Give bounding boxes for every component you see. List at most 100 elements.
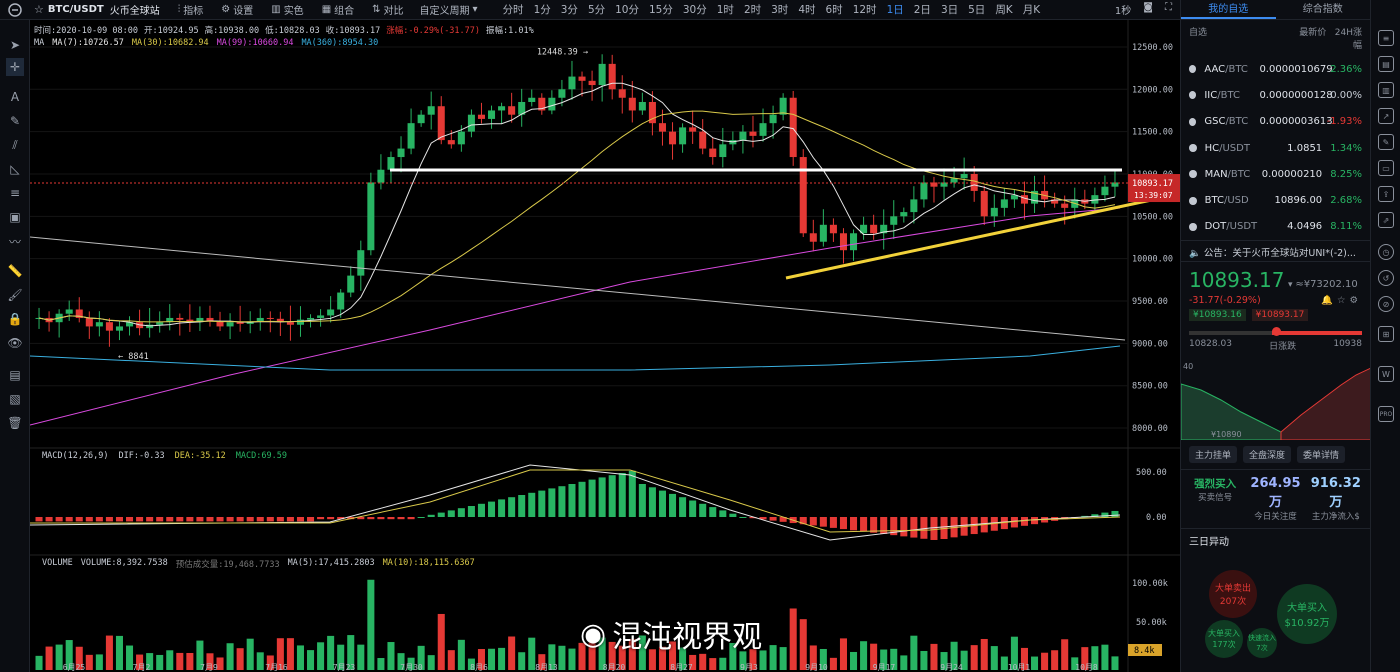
candle-body (518, 101, 526, 115)
list-icon[interactable]: ≡ (1378, 30, 1394, 46)
crosshair-icon[interactable]: ✛ (6, 58, 24, 76)
main-orders-button[interactable]: 主力挂单 (1189, 446, 1238, 464)
x-tick-label: 7月16 (265, 663, 288, 672)
interval-tab[interactable]: 5日 (968, 4, 986, 16)
symbol-title[interactable]: BTC/USDT (47, 4, 104, 15)
interval-tab[interactable]: 3分 (560, 4, 578, 16)
trendline-icon[interactable]: ⫽ (12, 137, 18, 152)
tab-index[interactable]: 综合指数 (1302, 4, 1343, 15)
fibonacci-icon[interactable]: ≡ (9, 186, 21, 200)
watchlist-row[interactable]: GSC/BTC 0.0000003613 -1.93% (1181, 109, 1370, 135)
export-icon[interactable]: ⇪ (1378, 186, 1394, 202)
order-detail-button[interactable]: 委单详情 (1297, 446, 1346, 464)
template-icon[interactable]: ▧ (9, 392, 21, 406)
watchlist-row[interactable]: DOT/USDT 4.0496 8.11% (1181, 214, 1370, 240)
watchlist-row[interactable]: HC/USDT 1.0851 1.34% (1181, 135, 1370, 161)
flow-stats: 强烈买入 买卖信号 264.95万 今日关注度 916.32万 主力净流入$ (1181, 469, 1370, 528)
indicator-button[interactable]: ⫶ 指标 (177, 4, 204, 17)
lock-icon[interactable]: 🔒 (7, 312, 23, 326)
notice-bar[interactable]: 🔈 公告：关于火币全球站对UNI*(-2)... (1181, 240, 1370, 263)
tab-watchlist[interactable]: 我的自选 (1181, 0, 1276, 19)
history-icon[interactable]: ↺ (1378, 270, 1394, 286)
watchlist-row[interactable]: MAN/BTC 0.00000210 8.25% (1181, 161, 1370, 187)
eye-icon[interactable]: 👁 (7, 336, 23, 350)
interval-tab[interactable]: 2时 (743, 4, 762, 16)
volume-bar (819, 648, 827, 670)
candle-body (628, 97, 636, 111)
clock-icon[interactable]: ◷ (1378, 244, 1394, 260)
interval-tab[interactable]: 1时 (716, 4, 734, 16)
custom-period-button[interactable]: 自定义周期 ▾ (419, 4, 478, 17)
alert-icons[interactable]: 🔔☆⚙ (1321, 295, 1362, 307)
coin-icon (1189, 144, 1197, 153)
timer-label[interactable]: 1秒 (1114, 6, 1132, 17)
interval-tab[interactable]: 分时 (502, 4, 524, 16)
wave-icon[interactable]: 〰 (8, 234, 21, 249)
ruler-icon[interactable]: 📏 (7, 264, 23, 278)
interval-tab[interactable]: 30分 (682, 4, 707, 16)
watchlist-row[interactable]: IIC/BTC 0.0000000128 0.00% (1181, 82, 1370, 108)
fast-inflow-bubble[interactable]: 快速流入 7次 (1247, 628, 1277, 659)
bookmark-icon[interactable]: ▤ (9, 368, 21, 382)
layout-button[interactable]: ▦ 组合 (321, 4, 355, 17)
interval-tab[interactable]: 6时 (825, 4, 843, 16)
share-icon[interactable]: ⇗ (1378, 212, 1394, 228)
dropdown-icon[interactable]: ▾ (1287, 280, 1296, 291)
macd-dea: DEA:-35.12 (174, 451, 226, 461)
compass-icon[interactable]: ⊘ (1378, 296, 1394, 312)
coin-name: GSC (1204, 116, 1226, 128)
candle-body (105, 322, 113, 331)
big-sell-bubble[interactable]: 大单卖出 207次 (1209, 570, 1257, 619)
camera-icon[interactable]: ◙ (1143, 2, 1153, 13)
interval-tab[interactable]: 15分 (649, 4, 673, 16)
depth-chart[interactable]: 40 ¥10890 (1180, 360, 1372, 441)
grid-icon[interactable]: ⊞ (1378, 326, 1394, 342)
w-icon[interactable]: W (1378, 366, 1394, 382)
triangle-icon[interactable]: ◺ (10, 162, 20, 176)
y-tick-label: 11500.00 (1132, 128, 1173, 138)
volume-bar (55, 644, 63, 670)
text-icon[interactable]: A (10, 90, 20, 104)
price-chart-svg[interactable]: 12500.0012000.0011500.0011000.0010500.00… (30, 20, 1180, 672)
star-icon[interactable]: ☆ (34, 3, 44, 16)
coin-icon (1189, 65, 1197, 74)
interval-tab[interactable]: 12时 (852, 4, 877, 16)
interval-tab[interactable]: 4时 (798, 4, 816, 16)
buy-count-bubble[interactable]: 大单买入 177次 (1205, 620, 1243, 659)
chart-icon[interactable]: ▥ (1378, 82, 1394, 98)
interval-tab[interactable]: 月K (1022, 4, 1041, 16)
watchlist-row[interactable]: BTC/USD 10896.00 2.68% (1181, 187, 1370, 213)
exchange-name: 火币全球站 (109, 6, 160, 17)
solid-color-button[interactable]: ▥ 实色 (271, 4, 304, 17)
pen-icon[interactable]: ✎ (9, 114, 21, 128)
trend-icon[interactable]: ↗ (1378, 108, 1394, 124)
volume-label[interactable]: VOLUME (42, 558, 73, 568)
interval-tab[interactable]: 10分 (615, 4, 639, 16)
brush-icon[interactable]: 🖌 (7, 288, 23, 302)
macd-bar (1081, 515, 1089, 517)
trash-icon[interactable]: 🗑 (7, 416, 23, 430)
volume-bar (618, 645, 626, 670)
interval-tab[interactable]: 3时 (771, 4, 789, 16)
interval-tab[interactable]: 3日 (940, 4, 959, 16)
interval-tab[interactable]: 1日 (886, 4, 904, 16)
compare-button[interactable]: ⇅ 对比 (372, 4, 404, 17)
edit-icon[interactable]: ✎ (1378, 134, 1394, 150)
interval-tab[interactable]: 5分 (587, 4, 606, 16)
ma-label[interactable]: MA (34, 38, 45, 48)
settings-button[interactable]: ⚙ 设置 (221, 4, 254, 17)
screen-icon[interactable]: ▭ (1378, 160, 1394, 176)
chart-area[interactable]: 12500.0012000.0011500.0011000.0010500.00… (30, 20, 1180, 672)
interval-tab[interactable]: 周K (995, 4, 1013, 16)
doc-icon[interactable]: ▤ (1378, 56, 1394, 72)
interval-tab[interactable]: 2日 (913, 4, 931, 16)
full-depth-button[interactable]: 全盘深度 (1243, 446, 1292, 464)
interval-tab[interactable]: 1分 (533, 4, 551, 16)
macd-label[interactable]: MACD(12,26,9) (42, 451, 109, 461)
fullscreen-icon[interactable]: ⛶ (1165, 2, 1172, 13)
cursor-icon[interactable]: ➤ (9, 38, 21, 52)
pro-icon[interactable]: PRO (1378, 406, 1394, 422)
watchlist-row[interactable]: AAC/BTC 0.0000010679 2.36% (1181, 56, 1370, 82)
rectangle-icon[interactable]: ▣ (9, 210, 21, 224)
big-buy-bubble[interactable]: 大单买入 $10.92万 (1277, 584, 1337, 645)
